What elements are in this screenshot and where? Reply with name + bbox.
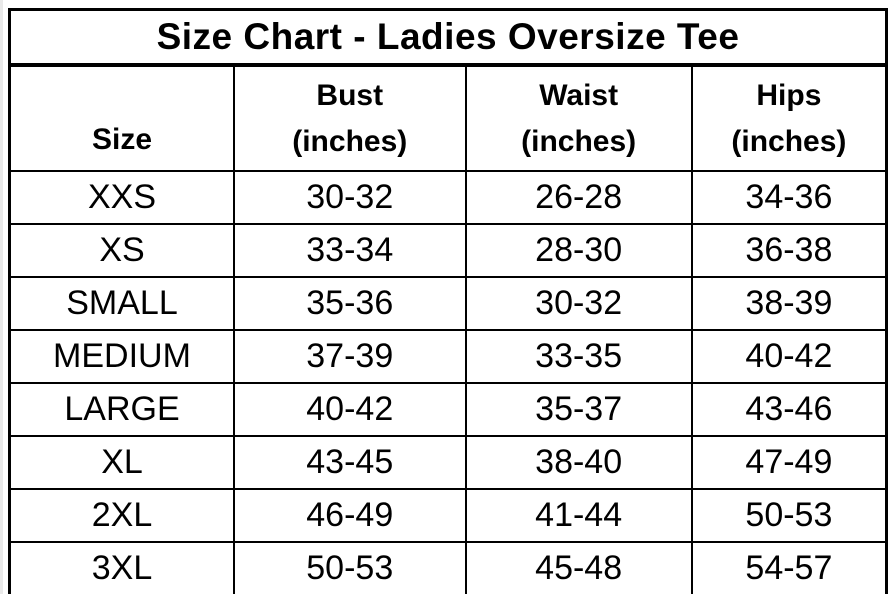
cell-hips: 43-46 [690, 382, 888, 437]
table-row: 3XL 50-53 45-48 54-57 [8, 541, 888, 594]
size-chart-table: Size Chart - Ladies Oversize Tee Size Bu… [8, 8, 888, 594]
cell-hips: 54-57 [690, 541, 888, 594]
cell-bust: 33-34 [233, 223, 467, 278]
header-row: Size Bust (inches) Waist (inches) Hips (… [8, 64, 888, 172]
cell-bust: 40-42 [233, 382, 467, 437]
chart-title: Size Chart - Ladies Oversize Tee [8, 8, 888, 67]
column-header-bust: Bust (inches) [233, 64, 467, 172]
cell-bust: 46-49 [233, 488, 467, 543]
cell-size: 2XL [8, 488, 235, 543]
cell-size: XXS [8, 170, 235, 225]
title-row: Size Chart - Ladies Oversize Tee [8, 8, 888, 67]
column-header-hips-unit: (inches) [731, 124, 847, 158]
cell-hips: 34-36 [690, 170, 888, 225]
cell-waist: 45-48 [464, 541, 693, 594]
column-header-waist: Waist (inches) [464, 64, 693, 172]
cell-waist: 28-30 [464, 223, 693, 278]
column-header-bust-label: Bust [316, 78, 384, 112]
cell-hips: 38-39 [690, 276, 888, 331]
cell-hips: 50-53 [690, 488, 888, 543]
cell-bust: 35-36 [233, 276, 467, 331]
cell-waist: 35-37 [464, 382, 693, 437]
cell-waist: 38-40 [464, 435, 693, 490]
cell-size: 3XL [8, 541, 235, 594]
cell-size: LARGE [8, 382, 235, 437]
cell-hips: 36-38 [690, 223, 888, 278]
table-row: LARGE 40-42 35-37 43-46 [8, 382, 888, 437]
column-header-bust-unit: (inches) [292, 124, 408, 158]
table-row: XS 33-34 28-30 36-38 [8, 223, 888, 278]
cell-size: XS [8, 223, 235, 278]
column-header-waist-label: Waist [539, 78, 619, 112]
cell-bust: 43-45 [233, 435, 467, 490]
cell-bust: 50-53 [233, 541, 467, 594]
table-row: XL 43-45 38-40 47-49 [8, 435, 888, 490]
cell-bust: 30-32 [233, 170, 467, 225]
cell-size: SMALL [8, 276, 235, 331]
column-header-hips: Hips (inches) [690, 64, 888, 172]
cell-waist: 41-44 [464, 488, 693, 543]
cell-bust: 37-39 [233, 329, 467, 384]
table-row: MEDIUM 37-39 33-35 40-42 [8, 329, 888, 384]
column-header-hips-label: Hips [756, 78, 822, 112]
cell-waist: 30-32 [464, 276, 693, 331]
column-header-size: Size [8, 64, 235, 172]
cell-size: MEDIUM [8, 329, 235, 384]
table-row: SMALL 35-36 30-32 38-39 [8, 276, 888, 331]
cell-hips: 40-42 [690, 329, 888, 384]
cell-hips: 47-49 [690, 435, 888, 490]
table-row: XXS 30-32 26-28 34-36 [8, 170, 888, 225]
column-header-waist-unit: (inches) [521, 124, 637, 158]
cell-waist: 33-35 [464, 329, 693, 384]
page-left-edge [0, 0, 3, 594]
cell-waist: 26-28 [464, 170, 693, 225]
table-row: 2XL 46-49 41-44 50-53 [8, 488, 888, 543]
cell-size: XL [8, 435, 235, 490]
